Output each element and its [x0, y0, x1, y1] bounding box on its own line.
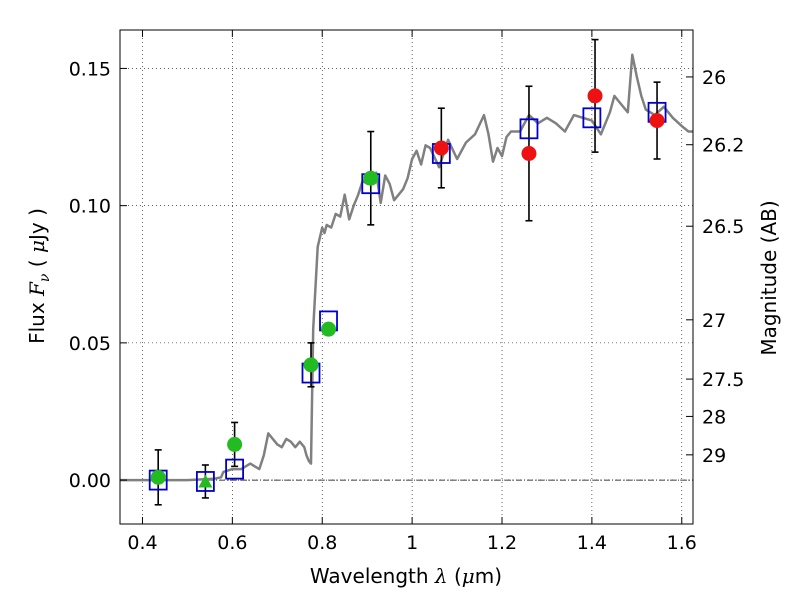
x-tick-label: 1: [406, 532, 418, 554]
y-tick-label: 0.15: [69, 58, 111, 80]
y2-tick-label: 27.5: [702, 369, 744, 391]
x-axis-label-text: Wavelength: [310, 564, 435, 588]
optical-observation-point: [363, 170, 379, 186]
x-tick-label: 0.8: [307, 532, 337, 554]
observed-photometry: [150, 88, 665, 488]
optical-observation-point: [321, 321, 337, 337]
nir-observation-point: [587, 88, 603, 104]
model-flux-box: [225, 458, 245, 480]
x-axis-unit-mu: μ: [462, 564, 475, 588]
y-tick-label: 0.05: [69, 333, 111, 355]
y2-tick-label: 26.2: [702, 135, 744, 157]
y-axis-unit-rest: Jy ): [25, 208, 49, 242]
x-axis-label: Wavelength λ (μm): [310, 564, 502, 588]
x-tick-label: 1.6: [667, 532, 697, 554]
y2-tick-label: 27: [702, 310, 726, 332]
y-axis-subscript: ν: [37, 273, 53, 282]
x-tick-label: 1.4: [577, 532, 607, 554]
y-tick-label: 0.10: [69, 196, 111, 218]
x-tick-label: 0.4: [127, 532, 157, 554]
y2-axis-label: Magnitude (AB): [757, 200, 781, 355]
y2-tick-label: 26.5: [702, 216, 744, 238]
x-axis-unit-rest: m): [475, 564, 502, 588]
model-flux-box: [195, 471, 215, 492]
optical-observation-point: [198, 474, 213, 488]
nir-observation-point: [649, 113, 665, 129]
y-axis-unit-open: (: [25, 253, 49, 274]
y-axis-label: Flux Fν ( μJy ): [25, 208, 53, 344]
y-axis-unit-mu: μ: [25, 240, 49, 253]
x-axis-unit-open: (: [448, 564, 462, 588]
x-tick-label: 0.6: [217, 532, 247, 554]
y-tick-label: 0.00: [69, 470, 111, 492]
optical-observation-point: [227, 436, 243, 452]
x-tick-label: 1.2: [487, 532, 517, 554]
model-flux-box: [519, 118, 539, 140]
y-axis-symbol: F: [25, 281, 49, 297]
optical-observation-point: [150, 469, 166, 485]
y-axis-label-text: Flux: [25, 296, 49, 344]
optical-observation-point: [303, 357, 319, 373]
nir-observation-point: [521, 146, 537, 161]
x-axis-symbol: λ: [434, 564, 448, 588]
y2-tick-label: 28: [702, 406, 726, 428]
y2-tick-label: 29: [702, 445, 726, 467]
plot-frame: [119, 29, 694, 525]
y2-tick-label: 26: [702, 67, 726, 89]
model-flux-box: [582, 107, 602, 129]
nir-observation-point: [433, 140, 449, 156]
axis-ticks: 0.4 0.6 0.8 1 1.2 1.4 1.6 0.00 0.05 0.10 0.15 26 26.…: [69, 30, 744, 554]
